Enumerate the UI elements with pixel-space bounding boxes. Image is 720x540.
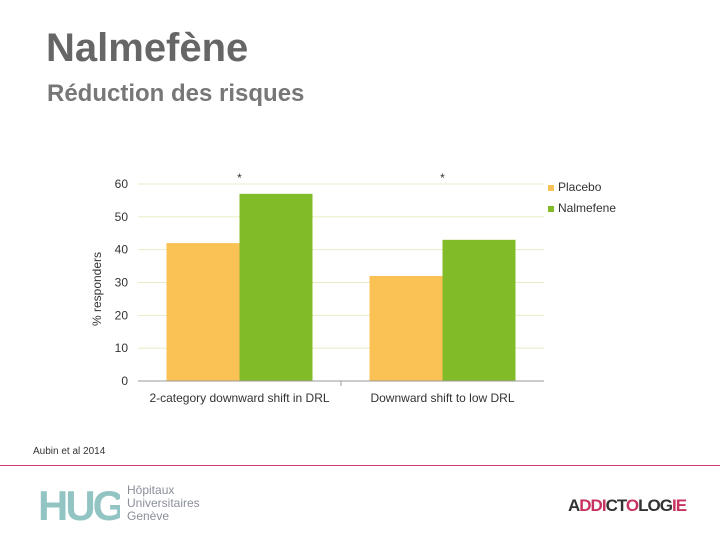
y-tick-label: 20 xyxy=(115,308,129,322)
bar-placebo xyxy=(166,243,240,381)
addictologie-logo: ADDICTOLOGIE xyxy=(568,496,687,516)
legend-swatch-nalmefene xyxy=(548,206,554,212)
significance-marker: * xyxy=(440,171,445,185)
slide-title: Nalmefène xyxy=(46,26,249,70)
slide-subtitle: Réduction des risques xyxy=(47,80,305,107)
addictologie-logo-letters: DDI xyxy=(579,496,606,515)
y-tick-label: 10 xyxy=(115,341,129,355)
addictologie-logo-letters: O xyxy=(647,496,661,515)
y-tick-label: 60 xyxy=(115,177,129,191)
addictologie-logo-letters: O xyxy=(625,496,639,515)
bar-nalmefene xyxy=(239,193,313,381)
chart-axes: 0 10 20 30 40 50 60 2-category downward shift i… xyxy=(115,171,544,405)
bar-nalmefene xyxy=(442,239,516,381)
bar-placebo xyxy=(369,275,443,381)
hug-logo: HUG xyxy=(38,484,120,524)
addictologie-logo-letters: IE xyxy=(672,496,687,515)
legend-label: Placebo xyxy=(558,180,602,194)
addictologie-logo-letters: CT xyxy=(605,496,627,515)
bar-chart: 0 10 20 30 40 50 60 2-category downward shift i… xyxy=(90,171,616,405)
hug-logo-line: Genève xyxy=(127,509,170,523)
x-tick-label: Downward shift to low DRL xyxy=(370,391,514,405)
legend-swatch-placebo xyxy=(548,185,554,191)
citation-text: Aubin et al 2014 xyxy=(33,446,106,457)
legend-label: Nalmefene xyxy=(558,201,616,215)
addictologie-logo-letters: G xyxy=(659,496,673,515)
addictologie-logo-letters: A xyxy=(568,496,580,515)
y-tick-label: 40 xyxy=(115,243,129,257)
addictologie-logo-letters: L xyxy=(638,496,648,515)
hug-logo-text: Hôpitaux Universitaires Genève xyxy=(127,484,200,523)
y-tick-label: 50 xyxy=(115,210,129,224)
hug-logo-line: Hôpitaux xyxy=(127,483,175,497)
footer-divider xyxy=(0,465,720,466)
x-tick-label: 2-category downward shift in DRL xyxy=(149,391,329,405)
hug-logo-mark: HUG xyxy=(38,484,120,524)
y-tick-label: 30 xyxy=(115,276,129,290)
y-axis-label: % responders xyxy=(90,252,104,326)
significance-marker: * xyxy=(237,171,242,185)
y-tick-label: 0 xyxy=(121,374,128,388)
hug-logo-line: Universitaires xyxy=(127,496,200,510)
chart-bars xyxy=(166,193,516,381)
chart-legend: Placebo Nalmefene xyxy=(548,180,616,215)
